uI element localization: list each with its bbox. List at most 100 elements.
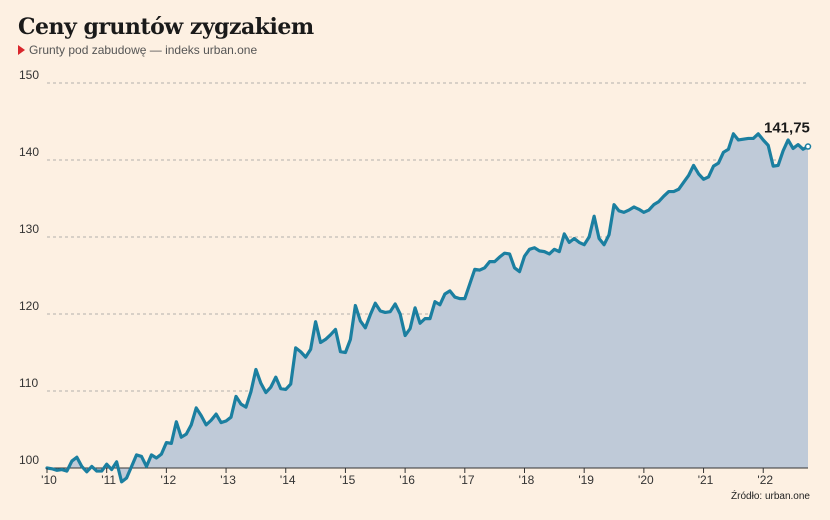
data-point <box>364 327 366 329</box>
chart-subtitle: Grunty pod zabudowę — indeks urban.one <box>18 43 257 57</box>
data-point <box>349 338 351 340</box>
data-point <box>275 376 277 378</box>
data-point <box>563 233 565 235</box>
data-point <box>513 267 515 269</box>
data-point <box>454 296 456 298</box>
data-point <box>225 420 227 422</box>
x-tick-label: '10 <box>41 473 57 487</box>
data-point <box>170 442 172 444</box>
data-point <box>245 406 247 408</box>
data-point <box>444 293 446 295</box>
data-point <box>787 139 789 141</box>
data-point <box>235 395 237 397</box>
x-axis-ticks: '10 '11 '12 '13 '14 '15 '16 '17 '18 '19 '20 '21 '22 <box>41 468 773 487</box>
data-point <box>140 455 142 457</box>
data-point <box>484 267 486 269</box>
data-point <box>354 304 356 306</box>
data-point <box>379 310 381 312</box>
data-point <box>200 414 202 416</box>
data-point <box>538 250 540 252</box>
data-point <box>658 200 660 202</box>
data-point <box>663 195 665 197</box>
data-point <box>210 419 212 421</box>
data-point <box>299 351 301 353</box>
x-tick-label: '15 <box>340 473 356 487</box>
data-point <box>802 148 804 150</box>
data-point <box>185 433 187 435</box>
x-tick-label: '17 <box>459 473 475 487</box>
end-value-label: 141,75 <box>764 120 810 137</box>
y-tick-label: 110 <box>19 376 38 390</box>
data-point <box>195 407 197 409</box>
data-point <box>294 347 296 349</box>
data-point <box>309 348 311 350</box>
data-point <box>643 211 645 213</box>
data-point <box>314 321 316 323</box>
data-point <box>56 469 58 471</box>
data-point <box>101 470 103 472</box>
data-point <box>180 436 182 438</box>
data-point <box>508 253 510 255</box>
x-tick-label: '13 <box>220 473 236 487</box>
data-point <box>399 313 401 315</box>
data-point <box>747 137 749 139</box>
data-point <box>155 457 157 459</box>
data-point <box>384 311 386 313</box>
data-point <box>145 465 147 467</box>
data-point <box>777 164 779 166</box>
data-point <box>135 454 137 456</box>
data-point <box>469 283 471 285</box>
data-point <box>737 139 739 141</box>
data-point <box>76 456 78 458</box>
data-point <box>334 328 336 330</box>
data-point <box>250 391 252 393</box>
data-point <box>96 470 98 472</box>
data-point <box>603 244 605 246</box>
x-tick-label: '12 <box>161 473 177 487</box>
data-point <box>439 304 441 306</box>
data-point <box>618 210 620 212</box>
data-point <box>727 148 729 150</box>
data-point <box>707 176 709 178</box>
x-tick-label: '21 <box>698 473 714 487</box>
data-point <box>682 181 684 183</box>
data-point <box>91 465 93 467</box>
data-point <box>498 256 500 258</box>
subtitle-text: Grunty pod zabudowę — indeks urban.one <box>29 43 258 57</box>
data-point <box>638 208 640 210</box>
data-point <box>583 244 585 246</box>
data-point <box>653 203 655 205</box>
data-point <box>568 241 570 243</box>
data-point <box>623 211 625 213</box>
data-point <box>110 468 112 470</box>
data-point <box>230 416 232 418</box>
data-point <box>369 314 371 316</box>
data-point <box>488 260 490 262</box>
data-point <box>175 421 177 423</box>
data-point <box>344 351 346 353</box>
data-point <box>414 307 416 309</box>
data-point <box>752 137 754 139</box>
y-tick-label: 100 <box>19 453 39 467</box>
data-point <box>757 133 759 135</box>
data-point <box>290 383 292 385</box>
data-point <box>464 297 466 299</box>
x-tick-label: '20 <box>638 473 654 487</box>
data-point <box>543 250 545 252</box>
data-point <box>479 269 481 271</box>
data-point <box>374 302 376 304</box>
data-point <box>66 470 68 472</box>
data-point <box>742 138 744 140</box>
chart-title: Ceny gruntów zygzakiem <box>18 14 314 40</box>
data-point <box>265 391 267 393</box>
data-point <box>120 481 122 483</box>
series-line <box>45 132 810 484</box>
data-point <box>633 206 635 208</box>
data-point <box>668 190 670 192</box>
data-point <box>767 144 769 146</box>
data-point <box>419 322 421 324</box>
data-point <box>409 327 411 329</box>
x-tick-label: '19 <box>578 473 594 487</box>
data-point <box>130 465 132 467</box>
data-point <box>205 424 207 426</box>
